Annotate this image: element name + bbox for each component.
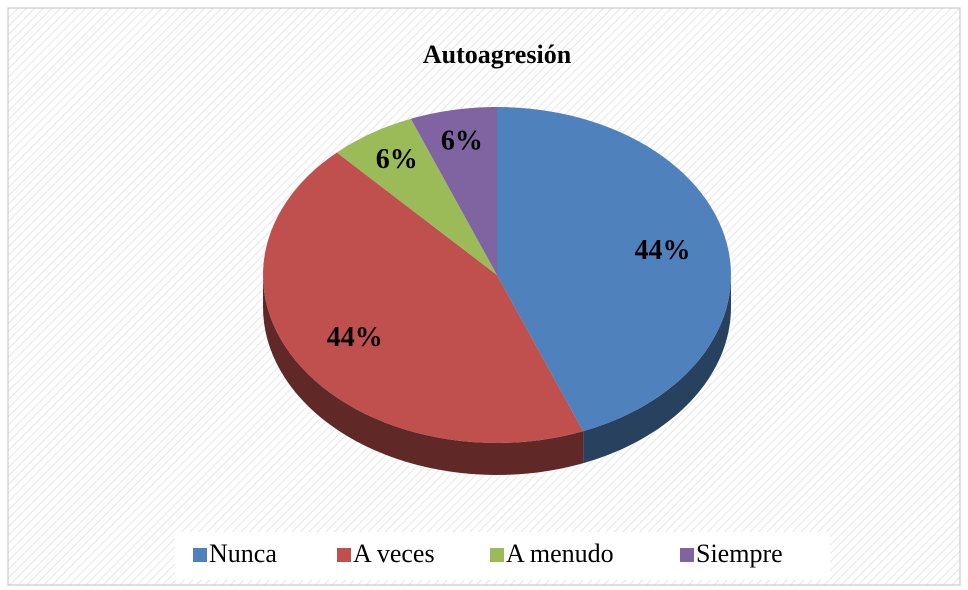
legend-label: Nunca bbox=[209, 539, 277, 568]
pie-side bbox=[583, 275, 731, 464]
pie-slice bbox=[263, 152, 584, 443]
legend-swatch bbox=[193, 548, 207, 562]
chart-title: Autoagresión bbox=[423, 40, 572, 69]
pie-slice bbox=[410, 107, 497, 275]
data-label: 6% bbox=[441, 125, 483, 156]
pie-side bbox=[263, 275, 584, 475]
legend-label: A menudo bbox=[506, 539, 614, 568]
data-label: 44% bbox=[327, 322, 383, 353]
legend-swatch bbox=[680, 548, 694, 562]
data-label: 44% bbox=[634, 235, 690, 266]
pie-slice bbox=[497, 107, 731, 432]
legend-label: Siempre bbox=[696, 539, 783, 568]
legend-swatch bbox=[337, 548, 351, 562]
legend-label: A veces bbox=[353, 539, 435, 568]
pie-slice bbox=[336, 118, 497, 276]
legend-swatch bbox=[490, 548, 504, 562]
data-label: 6% bbox=[376, 144, 418, 175]
